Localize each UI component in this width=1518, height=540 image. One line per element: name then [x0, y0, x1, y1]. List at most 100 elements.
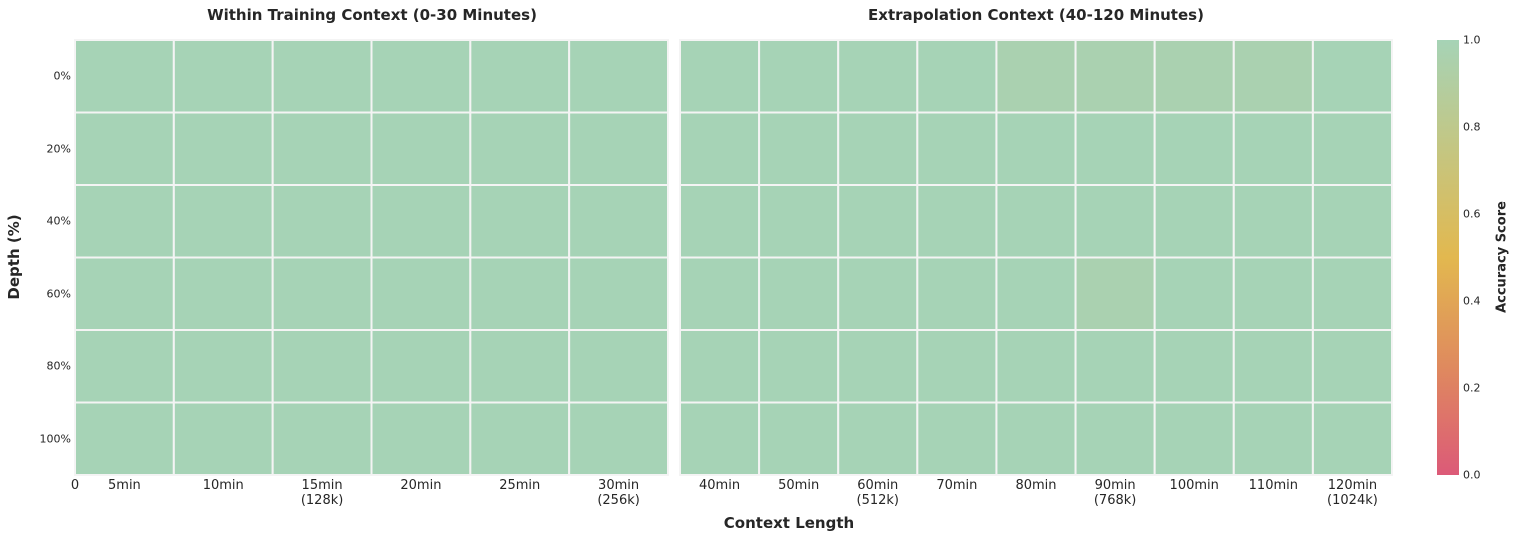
heatmap-cell	[916, 329, 998, 404]
heatmap-cell	[370, 111, 472, 186]
heatmap-cell	[679, 39, 761, 114]
heatmap-cell	[370, 184, 472, 259]
x-tick-label: 110min	[1248, 478, 1298, 493]
x-tick-label: 60min (512k)	[856, 478, 900, 508]
heatmap-cell	[469, 184, 571, 259]
y-axis-label: Depth (%)	[5, 214, 23, 300]
heatmap-cell	[469, 111, 571, 186]
x-axis-label: Context Length	[723, 514, 855, 532]
x-tick-label: 50min	[778, 478, 820, 493]
heatmap-cell	[172, 184, 274, 259]
colorbar-tick-label: 0.8	[1463, 120, 1481, 134]
heatmap-cell	[271, 184, 373, 259]
heatmap-cell	[995, 39, 1077, 114]
heatmap-cell	[568, 39, 670, 114]
heatmap-cell	[469, 39, 571, 114]
heatmap-cell	[469, 329, 571, 404]
heatmap-cell	[916, 401, 998, 476]
right-panel-title: Extrapolation Context (40-120 Minutes)	[868, 6, 1204, 24]
heatmap-cell	[1074, 256, 1156, 331]
heatmap-cell	[74, 39, 175, 114]
heatmap-cell	[172, 111, 274, 186]
y-tick-label: 80%	[46, 359, 71, 373]
heatmap-cell	[568, 329, 670, 404]
heatmap-cell	[1232, 329, 1314, 404]
heatmap-cell	[837, 111, 919, 186]
heatmap-cell	[1074, 329, 1156, 404]
heatmap-cell	[995, 256, 1077, 331]
heatmap-cell	[758, 401, 840, 476]
heatmap-cell	[679, 184, 761, 259]
x-tick-label: 5min	[108, 478, 141, 493]
colorbar	[1437, 40, 1459, 475]
heatmap-cell	[568, 111, 670, 186]
heatmap-cell	[172, 401, 274, 476]
heatmap-cell	[370, 401, 472, 476]
heatmap-cell	[837, 256, 919, 331]
heatmap-cell	[370, 329, 472, 404]
heatmap-cell	[74, 256, 175, 331]
heatmap-cell	[271, 329, 373, 404]
heatmap-cell	[1074, 401, 1156, 476]
heatmap-cell	[679, 256, 761, 331]
heatmap-cell	[995, 401, 1077, 476]
heatmap-cell	[1153, 39, 1235, 114]
heatmap-cell	[837, 401, 919, 476]
heatmap-cell	[1311, 256, 1394, 331]
heatmap-cell	[271, 111, 373, 186]
heatmap-cell	[271, 401, 373, 476]
heatmap-cell	[74, 184, 175, 259]
heatmap-cell	[916, 184, 998, 259]
heatmap-cell	[74, 401, 175, 476]
x-tick-label: 80min	[1015, 478, 1057, 493]
heatmap-cell	[679, 329, 761, 404]
heatmap-cell	[568, 184, 670, 259]
heatmap-cell	[1074, 39, 1156, 114]
colorbar-label: Accuracy Score	[1494, 201, 1510, 313]
heatmap-cell	[568, 256, 670, 331]
heatmap-cell	[916, 39, 998, 114]
y-tick-label: 60%	[46, 287, 71, 301]
heatmap-cell	[837, 184, 919, 259]
x-tick-label: 100min	[1169, 478, 1219, 493]
x-tick-label: 70min	[936, 478, 978, 493]
heatmap-cell	[1232, 401, 1314, 476]
x-tick-label: 30min (256k)	[597, 478, 640, 508]
heatmap-cell	[1311, 401, 1394, 476]
heatmap-cell	[74, 329, 175, 404]
heatmap-cell	[758, 39, 840, 114]
x-tick-label: 10min	[202, 478, 244, 493]
heatmap-cell	[758, 329, 840, 404]
x-tick-label: 15min (128k)	[300, 478, 344, 508]
heatmap-cell	[837, 329, 919, 404]
heatmap-cell	[1153, 184, 1235, 259]
heatmap-cell	[1232, 256, 1314, 331]
x-origin-tick: 0	[70, 478, 80, 493]
heatmap-cell	[1311, 111, 1394, 186]
heatmap-cell	[1311, 184, 1394, 259]
heatmap-cell	[172, 256, 274, 331]
x-tick-label: 25min	[499, 478, 541, 493]
colorbar-tick-label: 0.2	[1463, 381, 1481, 395]
heatmap-cell	[1153, 111, 1235, 186]
heatmap-cell	[172, 39, 274, 114]
heatmap-cell	[995, 111, 1077, 186]
y-tick-label: 100%	[39, 432, 71, 446]
colorbar-tick-label: 1.0	[1463, 33, 1481, 47]
heatmap-cell	[271, 256, 373, 331]
x-tick-label: 90min (768k)	[1093, 478, 1137, 508]
heatmap-cell	[1074, 111, 1156, 186]
heatmap-cell	[1232, 39, 1314, 114]
heatmap-cell	[758, 256, 840, 331]
heatmap-cell	[1153, 256, 1235, 331]
heatmap-cell	[469, 256, 571, 331]
heatmap-cell	[1311, 39, 1394, 114]
heatmap-cell	[758, 184, 840, 259]
heatmap-cell	[370, 256, 472, 331]
heatmap-cell	[679, 111, 761, 186]
heatmap-cell	[370, 39, 472, 114]
heatmap-cell	[1153, 401, 1235, 476]
heatmap-cell	[1311, 329, 1394, 404]
